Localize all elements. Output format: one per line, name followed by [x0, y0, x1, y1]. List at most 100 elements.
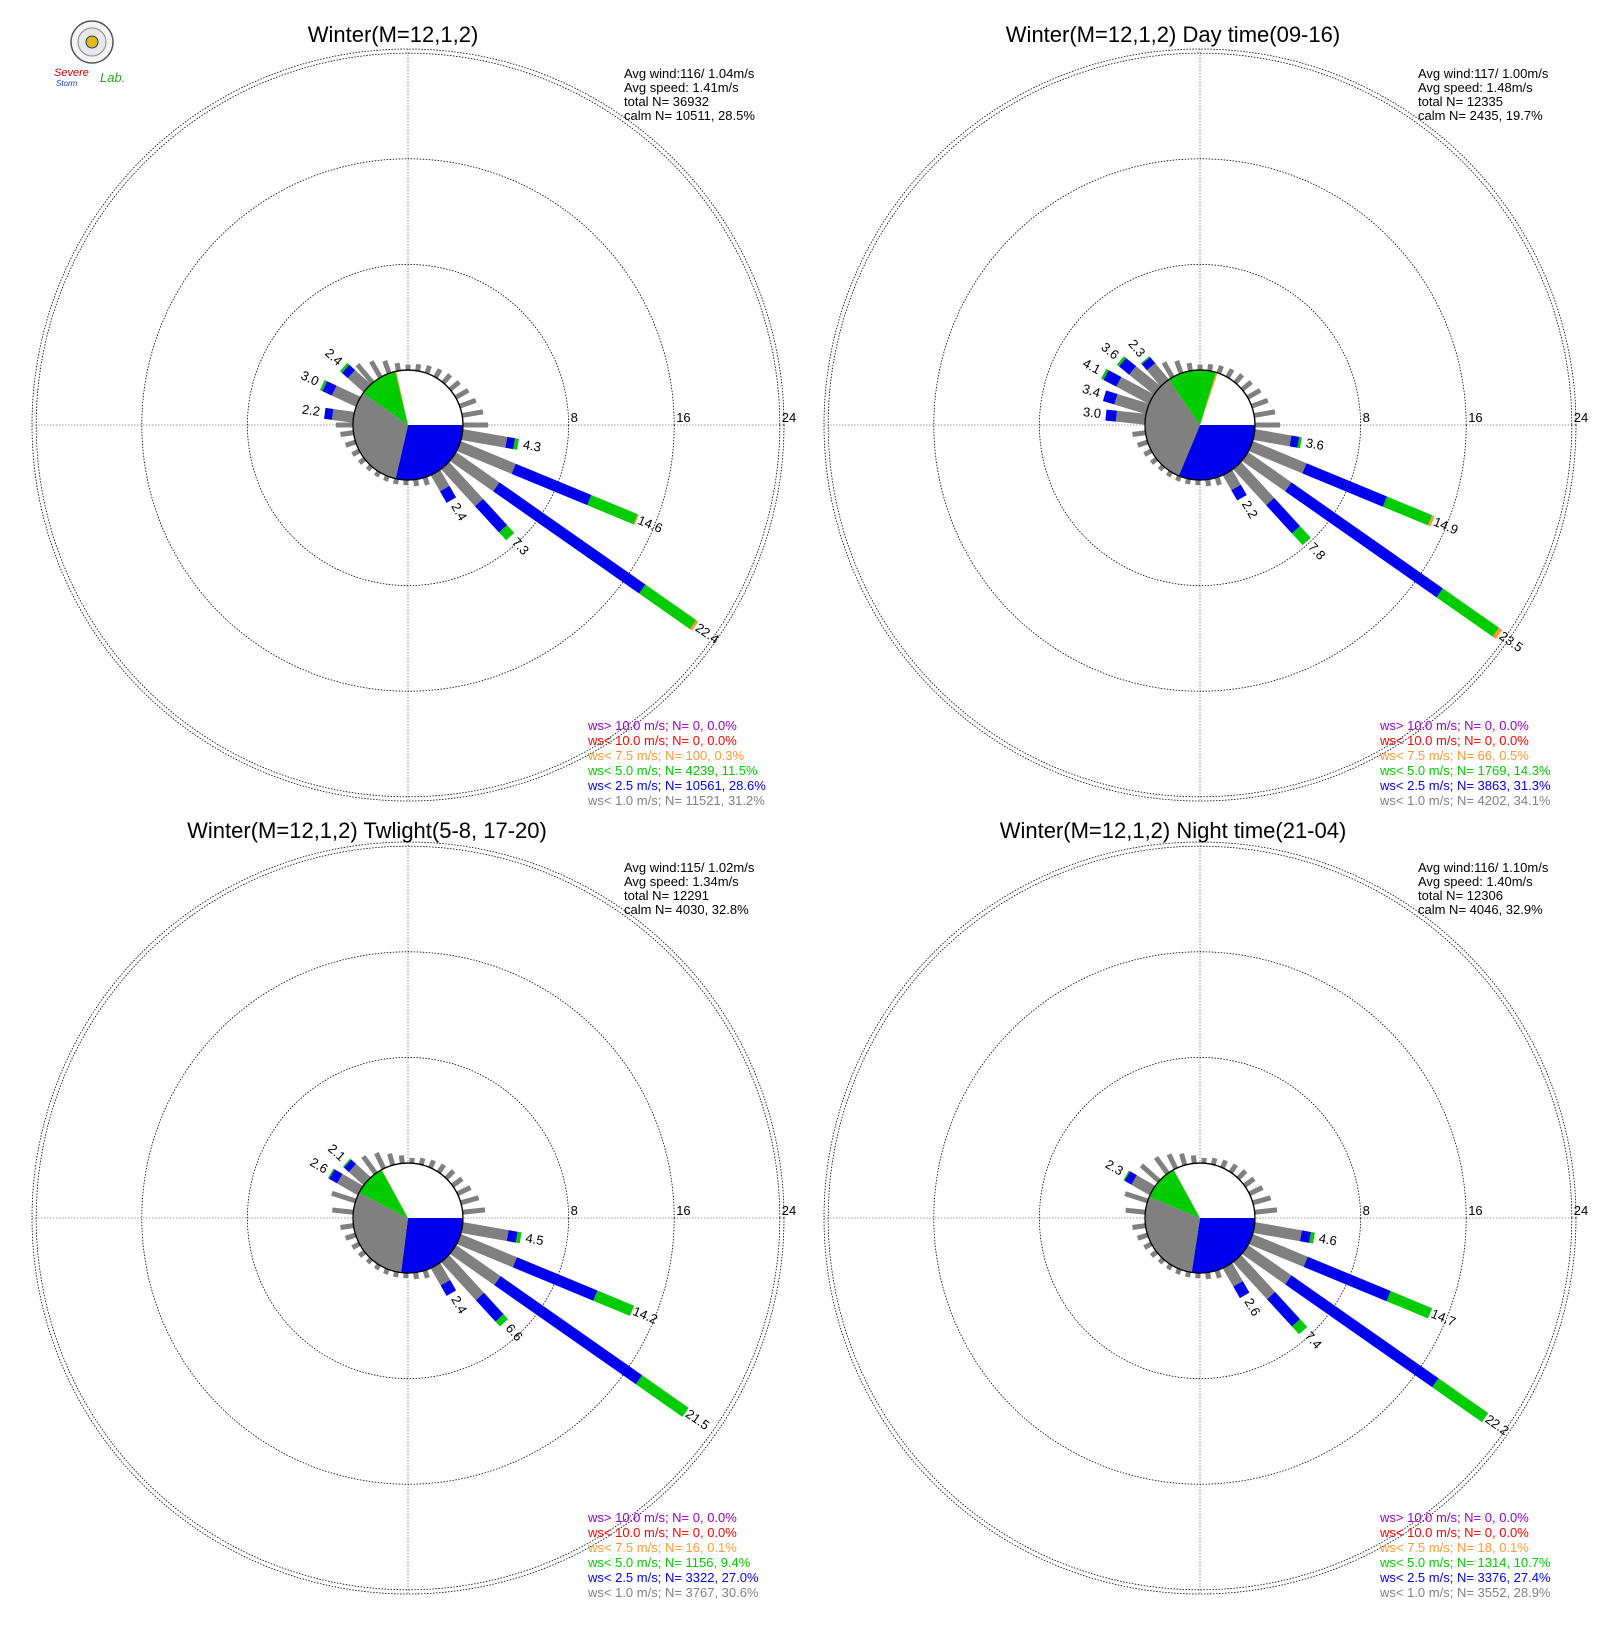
- small-spoke-bar: [1252, 1195, 1272, 1206]
- spoke-bar-ws_lt_7_5: [633, 514, 639, 525]
- stats-line: total N= 12291: [624, 888, 709, 903]
- ring-label: 24: [782, 1203, 796, 1218]
- lab-logo: Severe Storm Lab.: [54, 20, 125, 88]
- small-spoke-bar: [448, 380, 461, 392]
- spoke-bar-ws_lt_7_5: [1492, 627, 1503, 639]
- spoke-bar-ws_lt_5: [587, 495, 638, 525]
- stats-line: total N= 36932: [624, 94, 709, 109]
- small-spoke-bar: [1161, 361, 1175, 379]
- spoke-bar-ws_lt_2_5: [506, 1230, 518, 1243]
- ring-16: [141, 158, 675, 692]
- small-spoke-bar: [456, 1185, 472, 1197]
- small-spoke-bar: [351, 1241, 361, 1250]
- spoke-bar-ws_lt_1: [456, 1233, 518, 1268]
- spoke-bar-ws_lt_1: [1222, 1262, 1243, 1287]
- small-spoke-bar: [355, 363, 375, 385]
- spoke-bar-ws_lt_5: [639, 584, 697, 630]
- ring-8: [246, 263, 570, 587]
- spoke-bar-ws_lt_2_5: [1105, 409, 1117, 422]
- small-spoke-bar: [1136, 439, 1149, 448]
- spoke-bar-ws_lt_5: [1432, 1378, 1489, 1423]
- legend-ws_lt_7_5: ws< 7.5 m/s; N= 100, 0.3%: [587, 748, 745, 763]
- small-spoke-bar: [351, 448, 361, 457]
- spoke-bar-ws_lt_2_5: [341, 364, 356, 379]
- small-spoke-bar: [374, 1152, 387, 1170]
- spoke-bar-ws_lt_2_5: [1124, 1171, 1137, 1185]
- legend-ws_lt_1: ws< 1.0 m/s; N= 11521, 31.2%: [587, 793, 765, 808]
- small-spoke-bar: [441, 373, 453, 385]
- spoke-bar-ws_lt_1: [430, 469, 450, 492]
- small-spoke-bar: [1248, 1185, 1264, 1197]
- small-spoke-bar: [1240, 380, 1253, 392]
- small-spoke-bar: [1250, 397, 1269, 409]
- ring-24: [827, 52, 1573, 798]
- ring-8: [246, 1057, 570, 1380]
- calm-pie-border: [1144, 369, 1256, 481]
- wind-rose-panel-2: 8 16 243.614.923.57.82.23.03.44.13.6 2.3Win…: [823, 22, 1588, 808]
- wind-rose-panel-4: 8 16 244.614.722.27.42.62.3Winter(M=12,1,2…: [823, 818, 1588, 1600]
- spoke-label: 2.3: [1125, 336, 1148, 359]
- spoke-bar-ws_lt_2_5: [1302, 463, 1388, 507]
- small-spoke-bar: [460, 1195, 480, 1206]
- spoke-bar-ws_lt_2_5: [322, 381, 337, 396]
- small-spoke-bar: [357, 456, 367, 465]
- spoke-bar-ws_lt_2_5: [1285, 1275, 1439, 1388]
- ring-16: [933, 158, 1467, 692]
- small-spoke-bar: [394, 362, 401, 372]
- panel-title: Winter(M=12,1,2) Twlight(5-8, 17-20): [187, 818, 547, 843]
- small-spoke-bar: [461, 409, 484, 418]
- spoke-bar-ws_lt_5: [1291, 1319, 1308, 1335]
- small-spoke-bar: [398, 1155, 405, 1164]
- spoke-bar-ws_lt_2_5: [1285, 482, 1443, 598]
- legend-ws_lt_5: ws< 5.0 m/s; N= 1156, 9.4%: [587, 1555, 751, 1570]
- spoke-bar-ws_lt_7_5: [1427, 515, 1435, 527]
- legend-ws_lt_5: ws< 5.0 m/s; N= 4239, 11.5%: [587, 763, 758, 778]
- spoke-bar-ws_lt_1: [1248, 1233, 1308, 1267]
- calm-pie-border: [352, 1162, 464, 1274]
- spoke-bar-ws_lt_5: [635, 1375, 689, 1417]
- spoke-bar-ws_lt_2_5: [1303, 1256, 1391, 1302]
- spoke-label: 3.6: [1305, 435, 1325, 453]
- small-spoke-bar: [357, 1249, 367, 1258]
- spoke-bar-ws_lt_2_5: [1141, 357, 1156, 371]
- spoke-bar-ws_lt_5: [515, 1231, 522, 1244]
- ring-label: 8: [1363, 1203, 1370, 1218]
- small-spoke-bar: [1132, 430, 1146, 437]
- calm-pie-slice-ws_lt_7_5: [381, 1169, 408, 1218]
- small-spoke-bar: [1125, 1207, 1146, 1215]
- spoke-bar-ws_lt_2_5: [1289, 435, 1300, 448]
- spoke-label: 2.4: [448, 1293, 470, 1316]
- spoke-bar-ws_lt_1: [1233, 461, 1275, 506]
- small-spoke-bar: [436, 1163, 446, 1174]
- logo-text-storm: Storm: [56, 79, 78, 88]
- calm-pie-slice-ws_lt_2_5: [1191, 1218, 1255, 1273]
- spoke-bar-ws_lt_2_5: [474, 498, 508, 533]
- panel-title: Winter(M=12,1,2): [308, 22, 479, 47]
- spoke-bar-ws_lt_5: [1436, 588, 1500, 637]
- small-spoke-bar: [1216, 365, 1224, 375]
- spoke-bar-ws_lt_2_5: [440, 1280, 457, 1296]
- spoke-bar-ws_lt_1: [1248, 440, 1307, 474]
- ring-24: [827, 845, 1573, 1591]
- legend-ws_lt_5: ws< 5.0 m/s; N= 1769, 14.3%: [1379, 763, 1551, 778]
- stats-line: Avg wind:116/ 1.10m/s: [1418, 860, 1549, 875]
- small-spoke-bar: [383, 475, 390, 482]
- small-spoke-bar: [1154, 1156, 1170, 1175]
- spoke-label: 7.3: [509, 534, 532, 557]
- spoke-bar-ws_lt_1: [1241, 452, 1292, 492]
- spoke-bar-ws_lt_5: [1123, 1170, 1130, 1181]
- small-spoke-bar: [373, 1263, 381, 1271]
- calm-pie-border: [1144, 1162, 1256, 1274]
- small-spoke-bar: [1190, 1155, 1197, 1164]
- ring-16: [933, 951, 1467, 1485]
- spoke-label: 14.2: [631, 1303, 660, 1327]
- spoke-label: 4.1: [1080, 355, 1103, 377]
- small-spoke-bar: [340, 1223, 354, 1230]
- small-spoke-bar: [1225, 368, 1235, 379]
- legend-ws_lt_2_5: ws< 2.5 m/s; N= 3863, 31.3%: [1379, 778, 1551, 793]
- spoke-label: 21.5: [683, 1406, 712, 1433]
- legend-ws_lt_7_5: ws< 7.5 m/s; N= 18, 0.1%: [1379, 1540, 1529, 1555]
- spoke-label: 2.2: [1239, 498, 1261, 521]
- stats-line: calm N= 2435, 19.7%: [1418, 108, 1543, 123]
- small-spoke-bar: [344, 439, 357, 448]
